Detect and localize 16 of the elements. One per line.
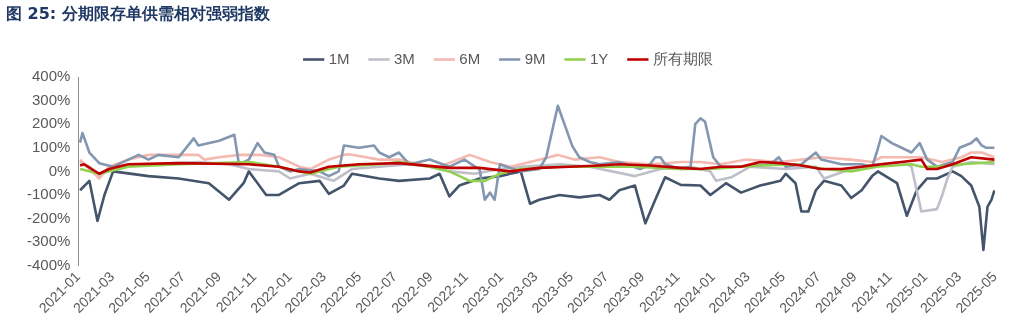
y-tick-label: 0% xyxy=(48,161,71,179)
y-tick-label: 300% xyxy=(31,90,71,108)
legend-label: 9M xyxy=(524,49,546,67)
y-tick-label: -300% xyxy=(27,232,71,250)
legend-label: 1M xyxy=(328,49,350,67)
chart-title: 图 25: 分期限存单供需相对强弱指数 xyxy=(6,4,270,25)
legend-label: 所有期限 xyxy=(652,49,713,67)
y-tick-label: 400% xyxy=(31,67,71,85)
legend-label: 6M xyxy=(459,49,481,67)
legend-label: 3M xyxy=(393,49,415,67)
legend-label: 1Y xyxy=(590,49,609,67)
y-tick-label: 100% xyxy=(31,137,71,155)
y-tick-label: -400% xyxy=(27,255,71,273)
y-tick-label: -100% xyxy=(27,185,71,203)
y-tick-label: 200% xyxy=(31,114,71,132)
y-tick-label: -200% xyxy=(27,208,71,226)
